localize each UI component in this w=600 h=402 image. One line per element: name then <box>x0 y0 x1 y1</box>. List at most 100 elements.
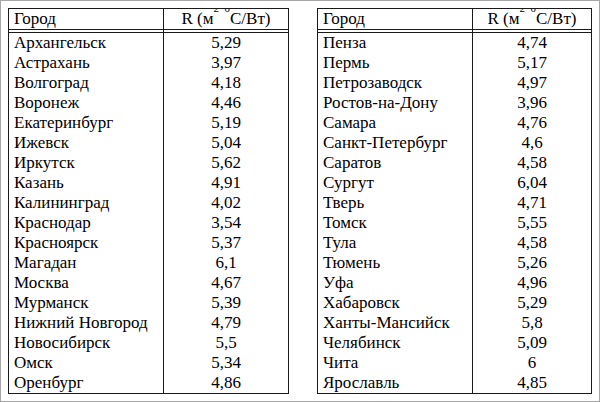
table-row: Астрахань3,97 <box>9 53 288 73</box>
city-cell: Пермь <box>318 53 473 73</box>
table-row: Чита6 <box>318 353 591 373</box>
city-cell: Красноярск <box>9 233 164 253</box>
r-value-cell: 4,67 <box>164 273 288 293</box>
table-row: Ханты-Мансийск5,8 <box>318 313 591 333</box>
r-value-cell: 5,39 <box>164 293 288 313</box>
table-row: Красноярск5,37 <box>9 233 288 253</box>
r-value-cell: 4,74 <box>473 33 591 53</box>
r-value-cell: 4,6 <box>473 133 591 153</box>
table-row: Пенза4,74 <box>318 33 591 53</box>
city-r-table-right: Город R (м2*0С/Вт) Пенза4,74Пермь5,17Пет… <box>317 8 592 394</box>
city-cell: Уфа <box>318 273 473 293</box>
r-value-cell: 5,29 <box>473 293 591 313</box>
r-value-cell: 5,17 <box>473 53 591 73</box>
city-cell: Тверь <box>318 193 473 213</box>
table-row: Саратов4,58 <box>318 153 591 173</box>
city-cell: Челябинск <box>318 333 473 353</box>
r-value-cell: 5,5 <box>164 333 288 353</box>
r-value-cell: 5,37 <box>164 233 288 253</box>
table-row: Казань4,91 <box>9 173 288 193</box>
table-row: Тверь4,71 <box>318 193 591 213</box>
city-cell: Петрозаводск <box>318 73 473 93</box>
r-column-header: R (м2*0С/Вт) <box>473 9 591 29</box>
city-cell: Иркутск <box>9 153 164 173</box>
r-header-prefix: R (м <box>487 9 519 28</box>
r-value-cell: 4,79 <box>164 313 288 333</box>
city-cell: Нижний Новгород <box>9 313 164 333</box>
document-page: Город R (м2*0С/Вт) Архангельск5,29Астрах… <box>0 0 600 402</box>
table-row: Пермь5,17 <box>318 53 591 73</box>
table-row: Тула4,58 <box>318 233 591 253</box>
city-cell: Хабаровск <box>318 293 473 313</box>
table-row: Омск5,34 <box>9 353 288 373</box>
city-cell: Воронеж <box>9 93 164 113</box>
table-row: Волгоград4,18 <box>9 73 288 93</box>
r-value-cell: 5,8 <box>473 313 591 333</box>
table-row: Ижевск5,04 <box>9 133 288 153</box>
city-cell: Оренбург <box>9 373 164 393</box>
city-cell: Самара <box>318 113 473 133</box>
city-cell: Тюмень <box>318 253 473 273</box>
table-row: Уфа4,96 <box>318 273 591 293</box>
r-value-cell: 5,62 <box>164 153 288 173</box>
table-body: Архангельск5,29Астрахань3,97Волгоград4,1… <box>9 33 288 393</box>
city-column-header: Город <box>9 9 164 29</box>
r-value-cell: 3,97 <box>164 53 288 73</box>
city-cell: Ижевск <box>9 133 164 153</box>
r-value-cell: 4,18 <box>164 73 288 93</box>
r-column-header: R (м2*0С/Вт) <box>164 9 288 29</box>
table-row: Москва4,67 <box>9 273 288 293</box>
r-header-prefix: R (м <box>181 9 213 28</box>
city-cell: Астрахань <box>9 53 164 73</box>
table-row: Нижний Новгород4,79 <box>9 313 288 333</box>
table-row: Ростов-на-Дону3,96 <box>318 93 591 113</box>
table-row: Магадан6,1 <box>9 253 288 273</box>
r-value-cell: 3,54 <box>164 213 288 233</box>
r-value-cell: 4,58 <box>473 233 591 253</box>
city-cell: Тула <box>318 233 473 253</box>
r-value-cell: 4,02 <box>164 193 288 213</box>
city-cell: Чита <box>318 353 473 373</box>
r-value-cell: 6 <box>473 353 591 373</box>
table-row: Петрозаводск4,97 <box>318 73 591 93</box>
city-cell: Волгоград <box>9 73 164 93</box>
r-value-cell: 5,55 <box>473 213 591 233</box>
city-cell: Казань <box>9 173 164 193</box>
r-header-suffix: С/Вт) <box>230 9 271 28</box>
table-row: Мурманск5,39 <box>9 293 288 313</box>
r-value-cell: 4,46 <box>164 93 288 113</box>
r-value-cell: 3,96 <box>473 93 591 113</box>
city-column-header: Город <box>318 9 473 29</box>
table-row: Иркутск5,62 <box>9 153 288 173</box>
r-value-cell: 5,34 <box>164 353 288 373</box>
city-cell: Калининград <box>9 193 164 213</box>
r-value-cell: 5,09 <box>473 333 591 353</box>
table-body: Пенза4,74Пермь5,17Петрозаводск4,97Ростов… <box>318 33 591 393</box>
table-row: Сургут6,04 <box>318 173 591 193</box>
table-row: Ярославль4,85 <box>318 373 591 393</box>
table-header-row: Город R (м2*0С/Вт) <box>318 9 591 30</box>
table-row: Санкт-Петербург4,6 <box>318 133 591 153</box>
city-cell: Омск <box>9 353 164 373</box>
r-value-cell: 4,58 <box>473 153 591 173</box>
table-row: Новосибирск5,5 <box>9 333 288 353</box>
r-header-superscript: 2*0 <box>520 9 537 14</box>
table-row: Оренбург4,86 <box>9 373 288 393</box>
city-cell: Ярославль <box>318 373 473 393</box>
r-header-superscript: 2*0 <box>214 9 231 14</box>
r-value-cell: 6,1 <box>164 253 288 273</box>
r-header-suffix: С/Вт) <box>536 9 577 28</box>
r-value-cell: 4,97 <box>473 73 591 93</box>
city-cell: Саратов <box>318 153 473 173</box>
city-cell: Санкт-Петербург <box>318 133 473 153</box>
city-cell: Пенза <box>318 33 473 53</box>
r-value-cell: 4,85 <box>473 373 591 393</box>
r-value-cell: 5,04 <box>164 133 288 153</box>
city-cell: Новосибирск <box>9 333 164 353</box>
r-value-cell: 4,76 <box>473 113 591 133</box>
city-cell: Москва <box>9 273 164 293</box>
table-row: Архангельск5,29 <box>9 33 288 53</box>
city-cell: Магадан <box>9 253 164 273</box>
table-row: Самара4,76 <box>318 113 591 133</box>
r-value-cell: 5,19 <box>164 113 288 133</box>
